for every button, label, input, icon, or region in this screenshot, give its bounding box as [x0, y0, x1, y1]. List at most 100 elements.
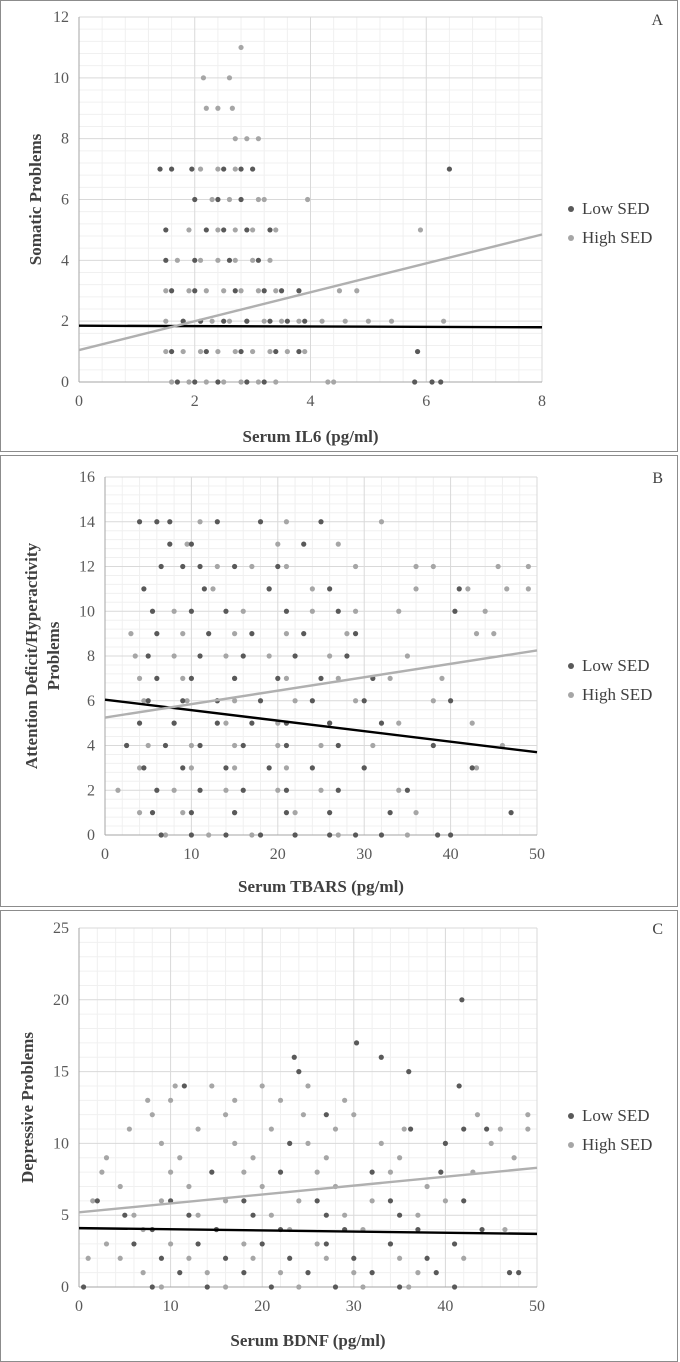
chart-a-panel-label: A	[651, 12, 663, 29]
chart-b-point-low-sed	[327, 586, 333, 592]
chart-b-point-low-sed	[154, 675, 160, 681]
chart-c-point-high-sed	[259, 1083, 265, 1089]
chart-c-point-high-sed	[369, 1198, 375, 1204]
chart-a-point-low-sed	[192, 257, 198, 263]
chart-b-point-low-sed	[180, 698, 186, 704]
chart-a-point-low-sed	[238, 166, 244, 172]
chart-b-point-low-sed	[266, 586, 272, 592]
chart-c-point-high-sed	[488, 1140, 494, 1146]
chart-b-point-low-sed	[309, 765, 315, 771]
chart-b-point-high-sed	[223, 653, 229, 659]
chart-a-point-low-sed	[261, 288, 267, 294]
chart-a-point-high-sed	[273, 227, 279, 233]
chart-a-point-high-sed	[273, 379, 279, 385]
chart-b-point-low-sed	[292, 653, 298, 659]
chart-c-point-low-sed	[158, 1255, 165, 1261]
chart-c-point-low-sed	[461, 1198, 467, 1204]
chart-b-point-low-sed	[456, 586, 462, 592]
chart-b-point-high-sed	[318, 742, 324, 749]
chart-b-y-axis-title: Attention Deficit/Hyperactivity Problems	[22, 542, 63, 769]
chart-b-point-low-sed	[188, 675, 194, 681]
chart-c-point-low-sed	[250, 1212, 256, 1218]
chart-c-point-high-sed	[461, 1255, 467, 1261]
chart-b-point-high-sed	[413, 586, 419, 592]
chart-b-svg: 0 10 20 30 40 50 0 2 4 6 8 10 12 14 16 B Serum TBARS (pg…	[22, 469, 663, 896]
chart-b-point-high-sed	[525, 586, 531, 592]
chart-b-point-low-sed	[197, 563, 203, 570]
chart-a-point-low-sed	[232, 288, 238, 294]
chart-b-point-high-sed	[232, 742, 238, 749]
chart-c-point-high-sed	[204, 1270, 210, 1276]
chart-b-point-high-sed	[309, 608, 315, 614]
chart-a-y-tick-label: 12	[53, 9, 69, 26]
chart-a-point-high-sed	[203, 288, 209, 294]
chart-a-svg: 0 2 4 6 8 0 2 4 6 8 10 12 A Serum IL6 (pg/ml) Somatic …	[26, 9, 663, 446]
chart-c-point-high-sed	[511, 1155, 517, 1161]
chart-b-point-low-sed	[361, 698, 367, 704]
chart-c-point-high-sed	[241, 1241, 247, 1247]
chart-b-panel-label: B	[652, 470, 663, 487]
chart-a-point-low-sed	[438, 379, 444, 385]
chart-c-point-low-sed	[291, 1054, 297, 1060]
chart-a-point-high-sed	[163, 288, 169, 294]
chart-b-point-low-sed	[327, 810, 333, 816]
chart-c-point-low-sed	[186, 1212, 192, 1218]
chart-b-point-high-sed	[171, 608, 177, 614]
chart-b-point-high-sed	[214, 563, 220, 570]
chart-c-point-high-sed	[305, 1083, 311, 1089]
chart-a-point-high-sed	[261, 196, 267, 203]
chart-b-point-low-sed	[344, 653, 350, 659]
chart-panel-a: 0 2 4 6 8 0 2 4 6 8 10 12 A Serum IL6 (pg/ml) Somatic …	[0, 0, 678, 452]
chart-c-point-high-sed	[222, 1112, 229, 1118]
chart-c-point-low-sed	[479, 1226, 485, 1233]
chart-b-point-low-sed	[249, 631, 255, 637]
chart-b-point-high-sed	[283, 519, 290, 525]
chart-b-point-low-sed	[197, 787, 203, 793]
chart-a-point-low-sed	[255, 257, 262, 263]
chart-c-point-low-sed	[94, 1198, 100, 1204]
chart-c-point-high-sed	[232, 1140, 238, 1146]
chart-b-point-low-sed	[327, 720, 333, 726]
chart-a-x-axis-title: Serum IL6 (pg/ml)	[243, 427, 379, 446]
chart-c-point-low-sed	[241, 1198, 247, 1204]
chart-a-point-high-sed	[203, 379, 209, 385]
chart-b-point-low-sed	[188, 608, 194, 614]
chart-b-point-high-sed	[136, 765, 143, 771]
chart-a-point-low-sed	[244, 379, 250, 385]
chart-b-point-low-sed	[318, 519, 324, 525]
chart-c-point-high-sed	[397, 1155, 403, 1161]
chart-c-y-tick-label: 20	[53, 992, 69, 1009]
chart-c-point-low-sed	[406, 1069, 412, 1075]
chart-c-point-low-sed	[209, 1169, 215, 1175]
chart-c-point-low-sed	[122, 1212, 128, 1218]
chart-c-point-high-sed	[168, 1169, 174, 1175]
chart-c-point-high-sed	[232, 1097, 238, 1103]
chart-b-point-high-sed	[232, 631, 238, 637]
chart-a-point-high-sed	[238, 44, 244, 51]
chart-c-point-low-sed	[369, 1169, 375, 1175]
chart-a-point-low-sed	[169, 288, 175, 294]
chart-b-y-tick-label: 16	[79, 469, 95, 486]
chart-b-point-low-sed	[158, 832, 164, 838]
chart-a-point-low-sed	[180, 318, 186, 324]
chart-b-point-low-sed	[452, 608, 458, 614]
chart-b-point-low-sed	[378, 720, 385, 726]
chart-a-point-low-sed	[192, 196, 198, 203]
chart-a-point-low-sed	[267, 318, 273, 324]
chart-c-legend-marker-low-sed	[568, 1113, 574, 1119]
chart-c-point-high-sed	[442, 1198, 448, 1204]
chart-b-point-high-sed	[396, 608, 402, 614]
chart-a-point-low-sed	[273, 348, 279, 355]
chart-a-point-low-sed	[244, 318, 250, 324]
chart-b-point-high-sed	[387, 675, 393, 681]
chart-c-point-low-sed	[407, 1126, 414, 1132]
chart-c-y-tick-label: 25	[53, 920, 69, 937]
chart-c-x-tick-label: 30	[346, 1298, 362, 1315]
chart-b-y-tick-label: 14	[79, 514, 95, 531]
chart-a-point-low-sed	[169, 166, 175, 172]
chart-a-point-low-sed	[221, 166, 227, 172]
chart-b-point-high-sed	[223, 720, 229, 726]
chart-c-point-high-sed	[268, 1126, 274, 1132]
chart-c-point-high-sed	[342, 1212, 348, 1218]
chart-b-x-tick-label: 10	[183, 846, 199, 863]
